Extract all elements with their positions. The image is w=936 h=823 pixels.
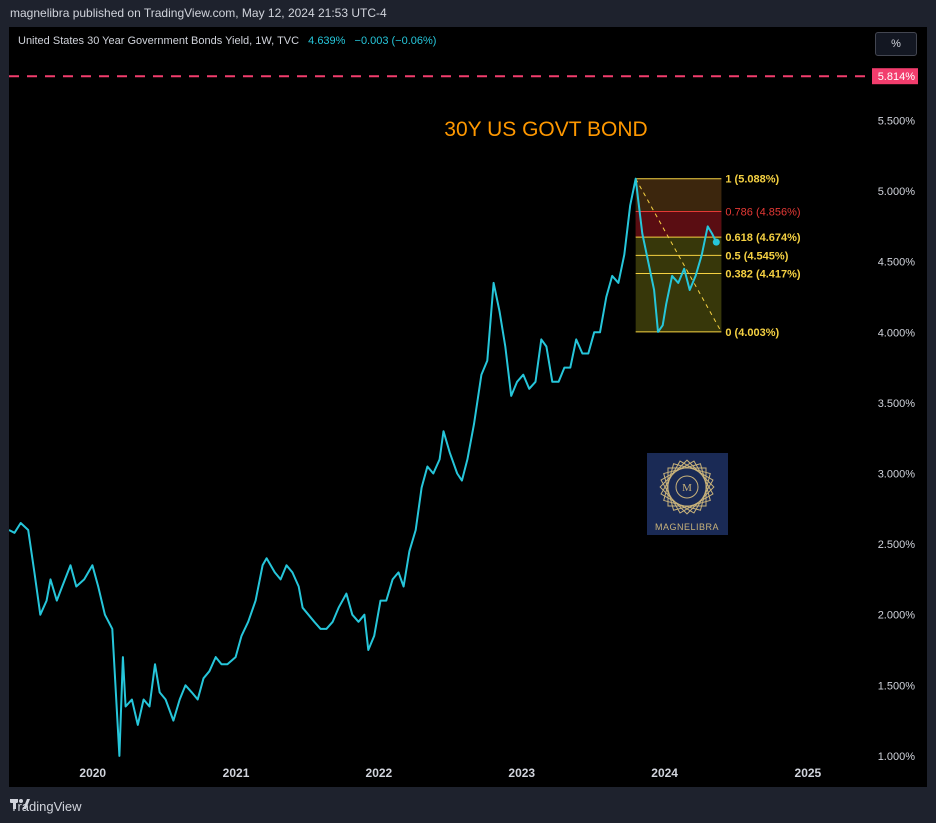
- y-tick-label: 2.000%: [878, 610, 916, 622]
- fib-trend-line: [635, 178, 722, 333]
- x-tick-label: 2025: [795, 766, 822, 780]
- watermark-pattern-icon: [663, 463, 711, 511]
- percent-scale-button[interactable]: %: [875, 32, 917, 56]
- y-tick-label: 2.500%: [878, 539, 916, 551]
- watermark-monogram: M: [682, 482, 692, 494]
- fib-level-label: 1 (5.088%): [725, 174, 779, 186]
- y-tick-label: 3.500%: [878, 398, 916, 410]
- published-byline: magnelibra published on TradingView.com,…: [10, 6, 387, 20]
- y-tick-label: 1.000%: [878, 751, 916, 763]
- watermark-circle-icon: [675, 475, 699, 499]
- symbol-title: United States 30 Year Government Bonds Y…: [18, 35, 300, 47]
- y-tick-label: 5.500%: [878, 116, 916, 128]
- x-tick-label: 2024: [651, 766, 678, 780]
- y-tick-label: 4.500%: [878, 257, 916, 269]
- tradingview-logo-icon: [10, 799, 30, 809]
- fib-zone-red: [635, 211, 722, 238]
- y-tick-label: 3.000%: [878, 469, 916, 481]
- horizontal-level-label: 5.814%: [878, 71, 916, 83]
- chart-frame[interactable]: United States 30 Year Government Bonds Y…: [9, 27, 927, 787]
- symbol-legend: United States 30 Year Government Bonds Y…: [18, 35, 436, 47]
- price-change: −0.003 (−0.06%): [354, 35, 437, 47]
- last-price: 4.639%: [308, 35, 346, 47]
- y-tick-label: 1.500%: [878, 680, 916, 692]
- last-price-dot: [712, 238, 720, 246]
- watermark-pattern-icon: [660, 460, 714, 514]
- fib-zone-top: [635, 178, 722, 212]
- fib-level-label: 0.5 (4.545%): [725, 250, 788, 262]
- yield-series-line: [9, 177, 718, 757]
- fib-level-label: 0.382 (4.417%): [725, 268, 801, 280]
- horizontal-level-badge: [872, 68, 918, 85]
- x-tick-label: 2022: [366, 766, 393, 780]
- footer: TradingView: [10, 797, 82, 815]
- watermark-pattern-icon: [663, 463, 711, 511]
- fib-level-label: 0 (4.003%): [725, 327, 779, 339]
- chart-title: 30Y US GOVT BOND: [444, 118, 647, 141]
- watermark-pattern-icon: [667, 467, 707, 507]
- fib-level-label: 0.618 (4.674%): [725, 232, 801, 244]
- watermark-text: MAGNELIBRA: [655, 522, 719, 532]
- x-tick-label: 2023: [508, 766, 535, 780]
- chart-svg[interactable]: 1.000% 1.500% 2.000% 2.500% 3.000% 3.500% 4.00…: [9, 27, 927, 787]
- watermark-pattern-icon: [659, 459, 715, 515]
- fib-level-label: 0.786 (4.856%): [725, 206, 800, 218]
- x-tick-label: 2021: [223, 766, 250, 780]
- watermark-pattern-icon: [660, 460, 714, 514]
- y-tick-label: 5.000%: [878, 186, 916, 198]
- x-tick-label: 2020: [79, 766, 106, 780]
- y-tick-label: 4.000%: [878, 327, 916, 339]
